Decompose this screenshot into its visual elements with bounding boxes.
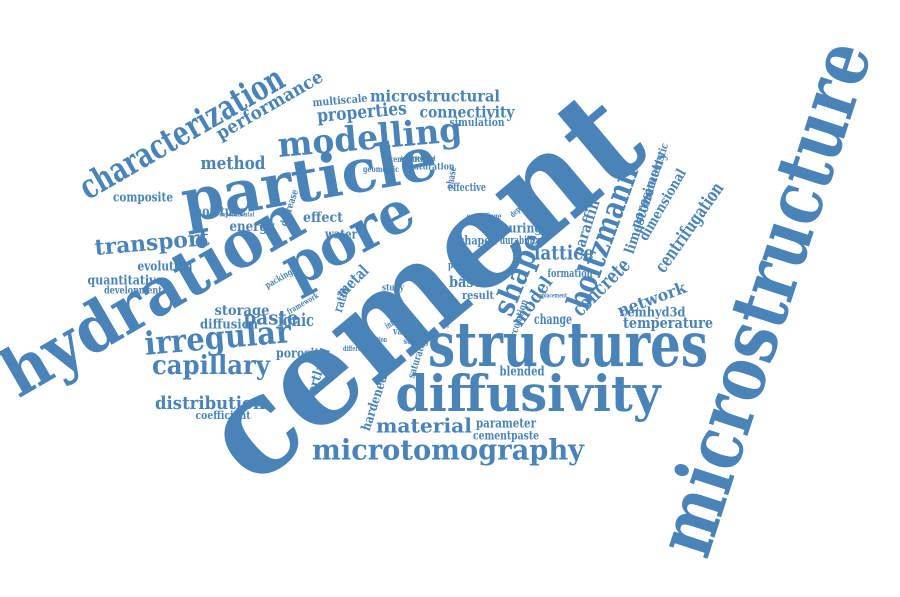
word-different: different bbox=[343, 344, 368, 353]
word-diffusivity: diffusivity bbox=[396, 364, 663, 423]
word-prediction: prediction bbox=[361, 335, 387, 344]
word-based: based bbox=[449, 273, 491, 291]
word-effect: effect bbox=[303, 210, 343, 226]
word-capillary: capillary bbox=[152, 351, 271, 381]
word-curing: curing bbox=[502, 222, 542, 237]
word-ratio: ratio bbox=[331, 286, 353, 315]
word-lattice: lattice bbox=[534, 241, 594, 265]
word-paste: paste bbox=[244, 306, 299, 330]
word-moisture: moisture bbox=[191, 204, 246, 220]
word-replacement: replacement bbox=[537, 293, 567, 300]
word-water: water bbox=[324, 228, 357, 243]
word-various: various bbox=[392, 327, 425, 338]
word-simulation: simulation bbox=[450, 116, 505, 129]
word-centrifuge: centrifuge bbox=[467, 211, 502, 221]
word-effective: effective bbox=[448, 181, 486, 194]
word-cemhyd3d: cemhyd3d bbox=[621, 306, 686, 321]
word-content: content bbox=[460, 274, 481, 283]
word-incorporated: incorporated bbox=[401, 156, 437, 163]
word-material: material bbox=[376, 414, 472, 438]
word-diffusion: diffusion bbox=[200, 318, 258, 333]
word-microstructural: microstructural bbox=[370, 87, 500, 106]
word-temperature: temperature bbox=[623, 314, 713, 332]
word-composite: composite bbox=[113, 191, 173, 206]
word-powder: powder bbox=[448, 261, 479, 272]
word-result: result bbox=[462, 289, 495, 302]
word-durability: durability bbox=[500, 234, 540, 247]
word-cementitious: cementitious bbox=[390, 154, 435, 164]
word-multiscale: multiscale bbox=[312, 92, 368, 110]
word-experimental: experimental bbox=[220, 212, 256, 219]
word-porosity: porosity bbox=[276, 347, 326, 362]
word-method: method bbox=[201, 153, 266, 174]
word-geometric: geometric bbox=[363, 164, 399, 174]
word-ionic: ionic bbox=[278, 310, 314, 331]
word-formation: formation bbox=[548, 267, 593, 280]
word-coefficient: coefficient bbox=[196, 409, 252, 422]
word-energy: energy bbox=[230, 219, 276, 235]
word-distribution: distribution bbox=[155, 393, 265, 414]
word-connectivity: connectivity bbox=[420, 103, 516, 122]
word-evolution: evolution bbox=[138, 260, 193, 275]
word-quantitative: quantitative bbox=[88, 274, 163, 289]
word-parameter: parameter bbox=[476, 417, 536, 432]
word-shaped: shaped bbox=[459, 234, 497, 248]
word-setting: setting bbox=[404, 336, 429, 346]
word-study: study bbox=[382, 284, 405, 294]
word-structures: structures bbox=[428, 308, 708, 381]
word-blended: blended bbox=[500, 365, 545, 380]
word-phase: phase bbox=[445, 166, 460, 190]
word-saturation: saturation bbox=[410, 163, 455, 173]
word-microtomography: microtomography bbox=[312, 434, 585, 467]
word-development: development bbox=[104, 286, 162, 297]
word-storage: storage bbox=[215, 303, 270, 319]
word-change: change bbox=[534, 312, 572, 328]
word-cementpaste: cementpaste bbox=[473, 429, 539, 443]
